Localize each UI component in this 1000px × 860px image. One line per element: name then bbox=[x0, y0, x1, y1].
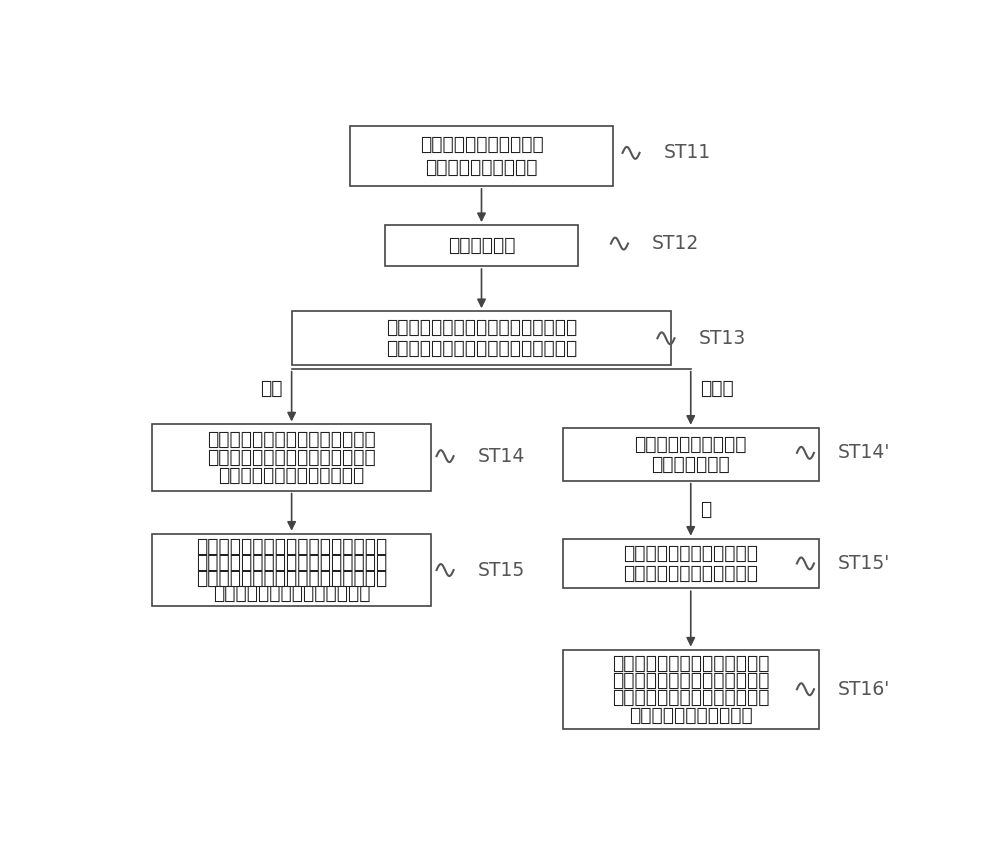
FancyBboxPatch shape bbox=[563, 649, 819, 729]
Text: 血管的参考管腔面积和分支血管近端的: 血管的参考管腔面积和分支血管近端的 bbox=[196, 553, 387, 572]
Text: ST14: ST14 bbox=[478, 446, 525, 465]
Text: 叉所在的主支血管上的全部分叉的: 叉所在的主支血管上的全部分叉的 bbox=[207, 448, 376, 467]
FancyBboxPatch shape bbox=[385, 225, 578, 266]
Text: 端血管近端的参考管腔面积: 端血管近端的参考管腔面积 bbox=[623, 563, 758, 582]
FancyBboxPatch shape bbox=[563, 427, 819, 481]
Text: ST16': ST16' bbox=[838, 679, 890, 698]
Text: 根据影像信息直接获取最远: 根据影像信息直接获取最远 bbox=[623, 544, 758, 563]
Text: 主支血管近端和分支血管近端的: 主支血管近端和分支血管近端的 bbox=[612, 671, 770, 690]
Text: 判断距离冠脉血管开口最近的第一分叉: 判断距离冠脉血管开口最近的第一分叉 bbox=[386, 318, 577, 337]
Text: 分支血管近端的参考管腔面积: 分支血管近端的参考管腔面积 bbox=[218, 466, 365, 485]
Text: ST15: ST15 bbox=[478, 561, 525, 580]
Text: ST12: ST12 bbox=[652, 234, 699, 253]
Text: 的近端是否病变: 的近端是否病变 bbox=[651, 455, 730, 474]
Text: 的近端主支血管是否存在未病变的管腔: 的近端主支血管是否存在未病变的管腔 bbox=[386, 339, 577, 359]
Text: 主支血管的参考管腔面积: 主支血管的参考管腔面积 bbox=[629, 706, 753, 725]
Text: 存在: 存在 bbox=[260, 379, 282, 398]
FancyBboxPatch shape bbox=[292, 311, 671, 366]
Text: 不存在: 不存在 bbox=[700, 379, 734, 398]
Text: 从远到近逐个通过任一分叉远端: 从远到近逐个通过任一分叉远端 bbox=[612, 654, 770, 673]
FancyBboxPatch shape bbox=[152, 533, 431, 606]
Text: ST11: ST11 bbox=[664, 144, 711, 163]
Text: ST15': ST15' bbox=[838, 554, 890, 573]
Text: 根据冠脉影像信息直接获取第一分: 根据冠脉影像信息直接获取第一分 bbox=[207, 430, 376, 449]
FancyBboxPatch shape bbox=[350, 126, 613, 186]
Text: ST13: ST13 bbox=[698, 329, 746, 347]
Text: ST14': ST14' bbox=[838, 444, 890, 463]
Text: 从近到远逐个通过任一分叉的近端主支: 从近到远逐个通过任一分叉的近端主支 bbox=[196, 537, 387, 556]
Text: 参考管腔面积计算与任一分叉相接的远: 参考管腔面积计算与任一分叉相接的远 bbox=[196, 568, 387, 587]
Text: 参考管腔计算与任一分叉的近端: 参考管腔计算与任一分叉的近端 bbox=[612, 688, 770, 708]
Text: 识别冠脉分叉: 识别冠脉分叉 bbox=[448, 237, 515, 255]
FancyBboxPatch shape bbox=[152, 424, 431, 490]
Text: 获取冠脉影像信息，得到: 获取冠脉影像信息，得到 bbox=[420, 135, 543, 154]
Text: 端主支血管近端的参考管腔面积: 端主支血管近端的参考管腔面积 bbox=[213, 584, 370, 604]
FancyBboxPatch shape bbox=[563, 538, 819, 588]
Text: 否: 否 bbox=[700, 501, 711, 519]
Text: 进一步判断最远端血管: 进一步判断最远端血管 bbox=[635, 434, 747, 453]
Text: 冠脉原始几何特征数据: 冠脉原始几何特征数据 bbox=[425, 158, 538, 177]
